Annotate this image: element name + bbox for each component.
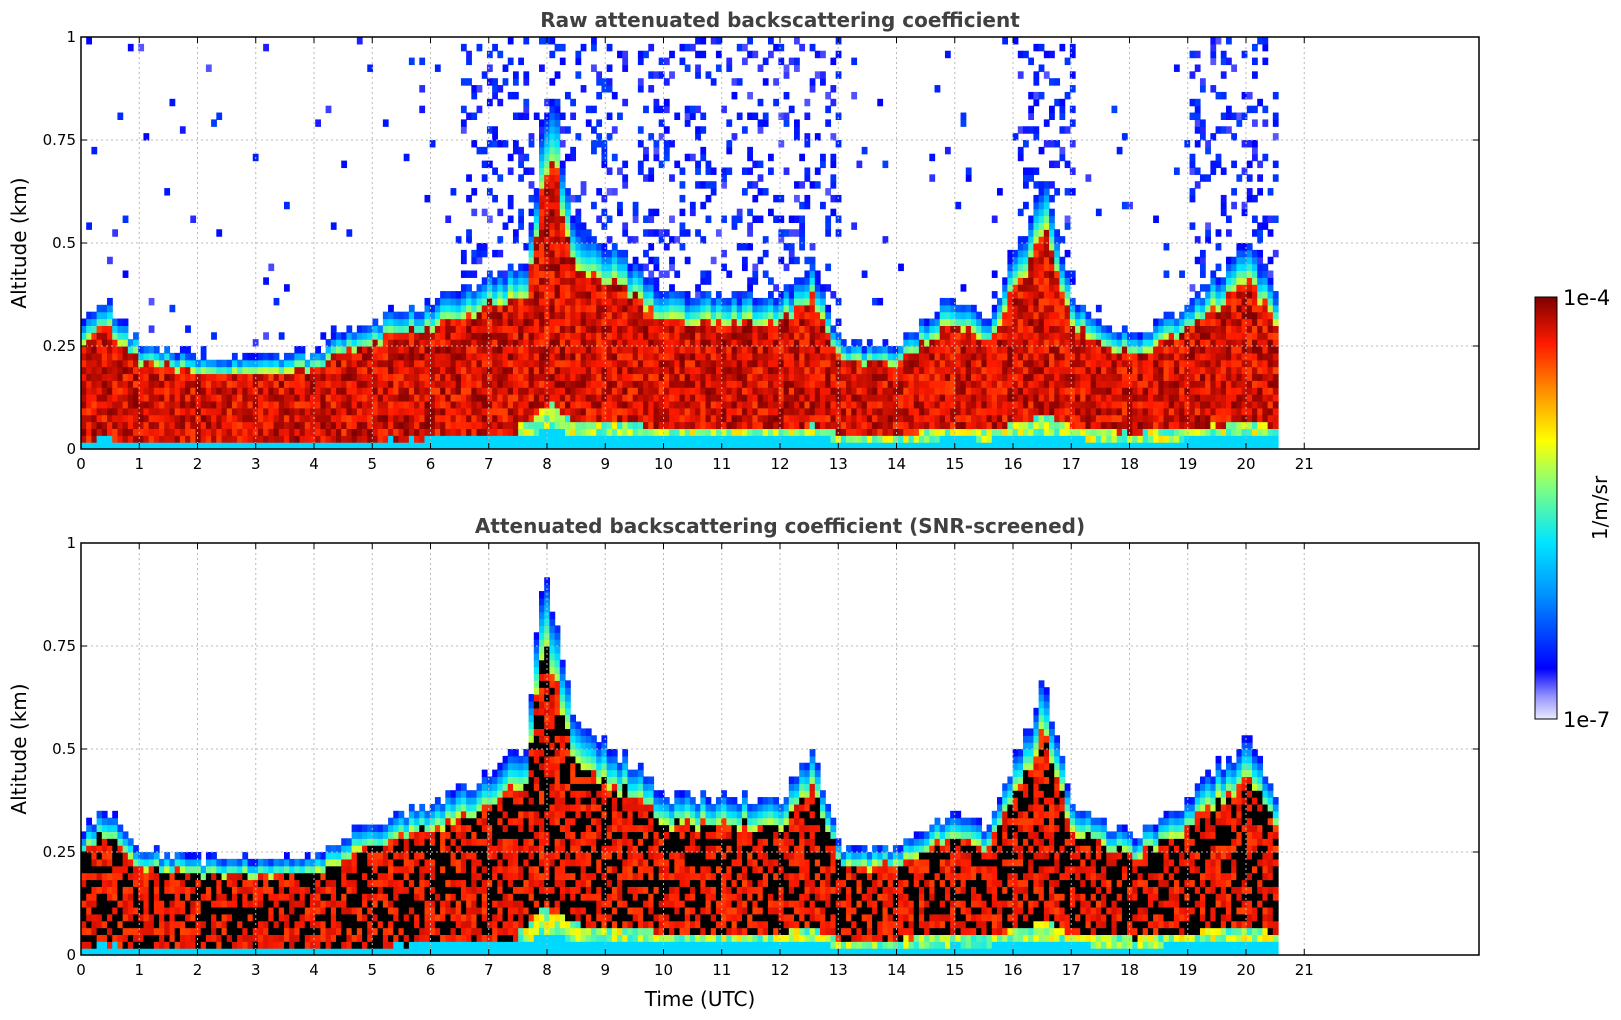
colorbar-max-label: 1e-4 (1563, 286, 1610, 310)
y-tick-label: 0.25 (43, 843, 76, 861)
x-tick-label: 1 (134, 455, 144, 473)
x-axis-ticks: 0 1 2 3 4 5 6 7 8 9 10 11 12 13 14 15 16 17 18 19 20 21 (76, 543, 1314, 979)
x-tick-label: 18 (1120, 455, 1139, 473)
y-tick-label: 0 (66, 440, 76, 458)
heatmap-layer (81, 37, 1279, 449)
x-tick-label: 14 (887, 455, 906, 473)
heatmap-layer (81, 577, 1279, 955)
x-tick-label: 9 (600, 455, 610, 473)
x-tick-label: 3 (251, 455, 261, 473)
x-tick-label: 15 (945, 961, 964, 979)
y-tick-label: 0.5 (52, 740, 76, 758)
x-tick-label: 11 (712, 455, 731, 473)
x-tick-label: 4 (309, 455, 319, 473)
x-tick-label: 11 (712, 961, 731, 979)
y-axis-label: Altitude (km) (7, 683, 31, 814)
grid (81, 37, 1479, 449)
chart-title: Raw attenuated backscattering coefficien… (540, 8, 1020, 32)
colorbar-unit-label: 1/m/sr (1588, 475, 1612, 540)
y-tick-label: 0 (66, 946, 76, 964)
x-tick-label: 12 (770, 961, 789, 979)
chart-title: Attenuated backscattering coefficient (S… (475, 514, 1085, 538)
x-tick-label: 13 (829, 455, 848, 473)
x-tick-label: 13 (829, 961, 848, 979)
x-tick-label: 18 (1120, 961, 1139, 979)
x-tick-label: 10 (654, 455, 673, 473)
x-tick-label: 20 (1236, 455, 1255, 473)
y-tick-label: 1 (66, 28, 76, 46)
x-tick-label: 19 (1178, 961, 1197, 979)
x-tick-label: 2 (193, 961, 203, 979)
raw-backscatter-panel: Raw attenuated backscattering coefficien… (7, 8, 1480, 473)
x-tick-label: 6 (426, 455, 436, 473)
x-tick-label: 16 (1003, 455, 1022, 473)
snr-screened-panel: Attenuated backscattering coefficient (S… (7, 514, 1480, 1011)
y-tick-label: 0.75 (43, 637, 76, 655)
y-axis-ticks: 0 0.25 0.5 0.75 1 (43, 534, 1479, 964)
x-tick-label: 9 (600, 961, 610, 979)
y-tick-label: 0.75 (43, 131, 76, 149)
x-tick-label: 2 (193, 455, 203, 473)
x-tick-label: 16 (1003, 961, 1022, 979)
x-tick-label: 7 (484, 961, 494, 979)
x-tick-label: 8 (542, 961, 552, 979)
grid (81, 543, 1479, 955)
x-tick-label: 19 (1178, 455, 1197, 473)
x-tick-label: 17 (1062, 455, 1081, 473)
x-tick-label: 6 (426, 961, 436, 979)
x-tick-label: 0 (76, 961, 86, 979)
colorbar: 1e-4 1e-7 1/m/sr (1534, 286, 1612, 732)
x-axis-ticks: 0 1 2 3 4 5 6 7 8 9 10 11 12 13 14 15 16 17 18 19 20 21 (76, 37, 1314, 473)
x-tick-label: 5 (367, 455, 377, 473)
x-tick-label: 5 (367, 961, 377, 979)
y-tick-label: 1 (66, 534, 76, 552)
x-tick-label: 8 (542, 455, 552, 473)
x-tick-label: 1 (134, 961, 144, 979)
x-tick-label: 3 (251, 961, 261, 979)
x-tick-label: 21 (1295, 961, 1314, 979)
x-tick-label: 12 (770, 455, 789, 473)
y-axis-label: Altitude (km) (7, 177, 31, 308)
x-tick-label: 0 (76, 455, 86, 473)
x-tick-label: 15 (945, 455, 964, 473)
colorbar-gradient (1534, 296, 1558, 720)
y-tick-label: 0.5 (52, 234, 76, 252)
x-tick-label: 20 (1236, 961, 1255, 979)
x-tick-label: 21 (1295, 455, 1314, 473)
x-tick-label: 7 (484, 455, 494, 473)
y-tick-label: 0.25 (43, 337, 76, 355)
x-tick-label: 4 (309, 961, 319, 979)
x-tick-label: 14 (887, 961, 906, 979)
colorbar-min-label: 1e-7 (1563, 708, 1610, 732)
y-axis-ticks: 0 0.25 0.5 0.75 1 (43, 28, 1479, 458)
x-tick-label: 17 (1062, 961, 1081, 979)
x-tick-label: 10 (654, 961, 673, 979)
x-axis-label: Time (UTC) (644, 987, 756, 1011)
